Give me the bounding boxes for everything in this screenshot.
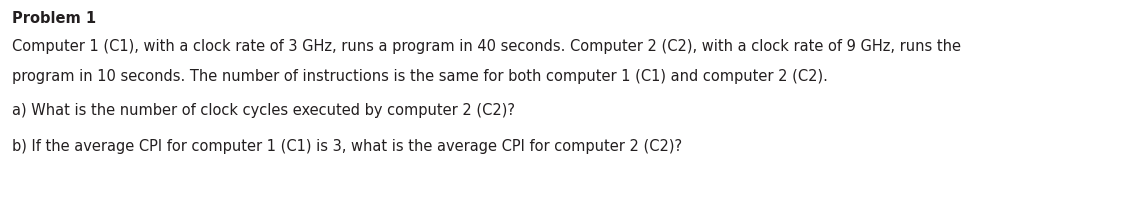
Text: Computer 1 (C1), with a clock rate of 3 GHz, runs a program in 40 seconds. Compu: Computer 1 (C1), with a clock rate of 3 …	[13, 39, 962, 54]
Text: b) If the average CPI for computer 1 (C1) is 3, what is the average CPI for comp: b) If the average CPI for computer 1 (C1…	[13, 139, 682, 154]
Text: a) What is the number of clock cycles executed by computer 2 (C2)?: a) What is the number of clock cycles ex…	[13, 103, 515, 118]
Text: Problem 1: Problem 1	[13, 11, 96, 26]
Text: program in 10 seconds. The number of instructions is the same for both computer : program in 10 seconds. The number of ins…	[13, 69, 828, 84]
